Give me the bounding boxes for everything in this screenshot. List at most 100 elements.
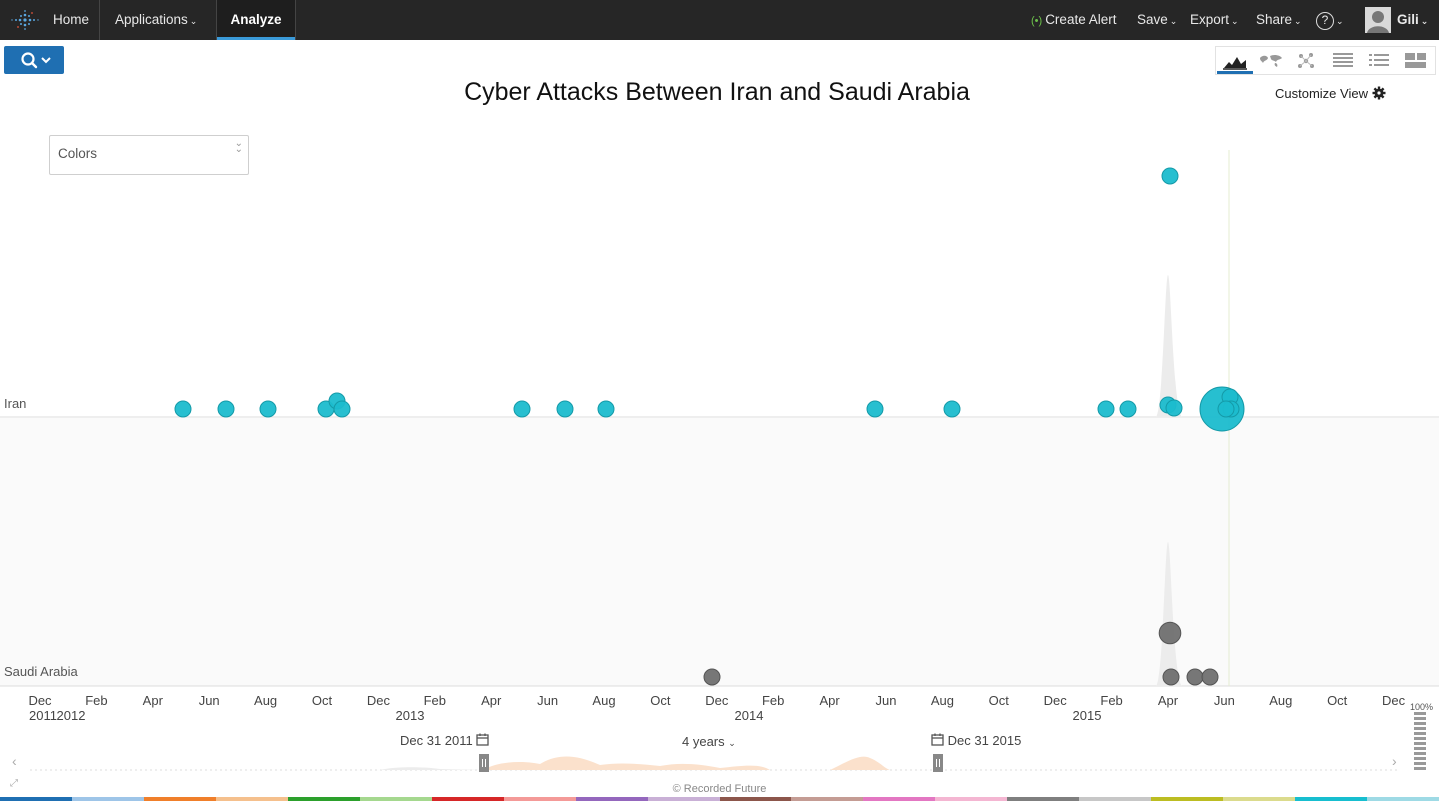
list-view-button[interactable] (1361, 47, 1397, 74)
axis-month-label: Dec (705, 693, 729, 708)
calendar-icon (476, 733, 490, 746)
axis-month-label: Dec (366, 693, 390, 708)
iran-event-bubble[interactable] (556, 400, 574, 418)
timeline-view-button[interactable] (1217, 47, 1253, 74)
customize-view-button[interactable]: Customize View (1275, 86, 1386, 101)
calendar-icon (931, 733, 944, 746)
range-end-handle[interactable] (933, 754, 943, 772)
iran-event-bubble[interactable] (513, 400, 531, 418)
saudi-lane-background (0, 418, 1439, 686)
save-label: Save (1137, 12, 1168, 27)
nav-applications[interactable]: Applications ⌄ (101, 0, 211, 40)
axis-month-label: Apr (142, 693, 163, 708)
nav-home[interactable]: Home (53, 12, 90, 27)
zoom-slider[interactable] (1414, 712, 1426, 772)
saudi-volume-spike (1156, 542, 1182, 686)
axis-year-label: 2013 (395, 708, 425, 723)
iran-event-bubble[interactable] (1217, 400, 1235, 418)
iran-event-bubble[interactable] (174, 400, 192, 418)
scroll-right-arrow-icon[interactable]: › (1392, 753, 1397, 769)
range-span-label: 4 years (682, 734, 725, 749)
dashboard-view-button[interactable] (1397, 47, 1433, 74)
save-menu[interactable]: Save ⌄ (1123, 0, 1191, 40)
table-rows-icon (1333, 53, 1353, 67)
lane-label-saudi-arabia: Saudi Arabia (4, 664, 78, 679)
iran-event-bubble[interactable] (943, 400, 961, 418)
nav-analyze[interactable]: Analyze (217, 0, 295, 40)
color-strip-segment (935, 797, 1008, 801)
zoom-slider-tick (1414, 742, 1426, 745)
range-span-select[interactable]: 4 years ⌄ (682, 734, 736, 749)
customize-view-label: Customize View (1275, 86, 1368, 101)
broadcast-icon: (•) (1031, 15, 1043, 27)
axis-month-label: Oct (988, 693, 1009, 708)
axis-month-label: Jun (198, 693, 220, 708)
iran-event-bubble[interactable] (1097, 400, 1115, 418)
saudi-bubbles (703, 621, 1219, 686)
saudi-event-bubble[interactable] (1162, 668, 1180, 686)
color-strip-segment (575, 797, 648, 801)
saudi-event-bubble[interactable] (703, 668, 721, 686)
saudi-event-bubble[interactable] (1186, 668, 1204, 686)
range-end-date[interactable]: Dec 31 2015 (931, 733, 1021, 748)
axis-month-label: Jun (537, 693, 559, 708)
axis-year-label: 2011 (29, 708, 57, 723)
create-alert-label: Create Alert (1045, 12, 1117, 27)
help-menu[interactable]: ? ⌄ (1302, 0, 1358, 40)
create-alert-button[interactable]: (•) Create Alert (1017, 0, 1130, 40)
range-start-handle[interactable] (479, 754, 489, 772)
export-label: Export (1190, 12, 1230, 27)
chevron-down-icon: ⌄ (728, 738, 736, 748)
user-name: Gili (1397, 12, 1419, 27)
zoom-slider-tick (1414, 757, 1426, 760)
color-strip-segment (431, 797, 504, 801)
range-start-date[interactable]: Dec 31 2011 (400, 733, 490, 748)
export-menu[interactable]: Export ⌄ (1176, 0, 1253, 40)
axis-month-label: Apr (1157, 693, 1179, 708)
iran-event-bubble[interactable] (1165, 399, 1183, 417)
zoom-level: 100% (1410, 702, 1434, 712)
iran-event-bubble[interactable] (259, 400, 277, 418)
share-menu[interactable]: Share ⌄ (1242, 0, 1316, 40)
color-strip-segment (143, 797, 216, 801)
list-icon (1369, 54, 1389, 66)
chevron-down-icon: ⌄ (189, 16, 198, 26)
search-icon (21, 52, 51, 69)
recorded-future-logo-icon[interactable] (8, 6, 42, 34)
zoom-slider-tick (1414, 752, 1426, 755)
colors-dropdown[interactable]: Colors ⌄ ⌄ (49, 135, 249, 175)
axis-month-label: Aug (592, 693, 616, 708)
iran-event-bubble[interactable] (866, 400, 884, 418)
map-view-button[interactable] (1253, 47, 1289, 74)
color-strip-segment (215, 797, 288, 801)
network-view-button[interactable] (1289, 47, 1325, 74)
table-view-button[interactable] (1325, 47, 1361, 74)
range-start-label: Dec 31 2011 (400, 733, 473, 748)
overview-volume-orange (484, 756, 770, 770)
color-strip-segment (1007, 797, 1080, 801)
iran-event-bubble[interactable] (217, 400, 235, 418)
double-chevron-down-icon: ⌄ ⌄ (234, 138, 243, 155)
dashboard-grid-icon (1405, 53, 1426, 68)
chevron-down-icon: ⌄ (1169, 16, 1178, 26)
iran-event-bubble[interactable] (1119, 400, 1137, 418)
chevron-down-icon: ⌄ (1420, 16, 1429, 26)
axis-month-label: Oct (1327, 693, 1348, 708)
scroll-left-arrow-icon[interactable]: ‹ (12, 753, 17, 769)
timeline-chart-icon (1223, 57, 1247, 70)
zoom-slider-tick (1414, 717, 1426, 720)
expand-icon[interactable]: ⤢ (10, 778, 18, 789)
axis-month-label: Aug (254, 693, 278, 708)
iran-event-bubble[interactable] (597, 400, 615, 418)
iran-event-bubble[interactable] (333, 400, 351, 418)
iran-event-bubble[interactable] (1161, 167, 1179, 185)
saudi-event-bubble[interactable] (1158, 621, 1182, 645)
saudi-event-bubble[interactable] (1201, 668, 1219, 686)
search-button[interactable] (4, 46, 64, 74)
user-menu[interactable]: Gili ⌄ (1383, 0, 1439, 40)
color-strip-segment (719, 797, 792, 801)
page-title: Cyber Attacks Between Iran and Saudi Ara… (464, 78, 970, 106)
avatar[interactable] (1365, 7, 1391, 33)
view-switcher-toolbar (1215, 46, 1436, 75)
color-strip-segment (791, 797, 864, 801)
